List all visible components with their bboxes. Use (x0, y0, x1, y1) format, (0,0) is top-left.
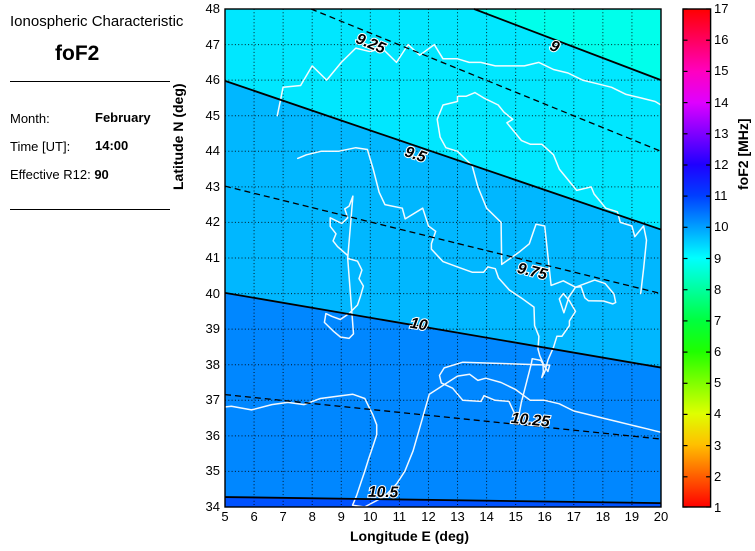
svg-text:10.5: 10.5 (368, 484, 399, 501)
svg-text:10: 10 (409, 315, 429, 335)
